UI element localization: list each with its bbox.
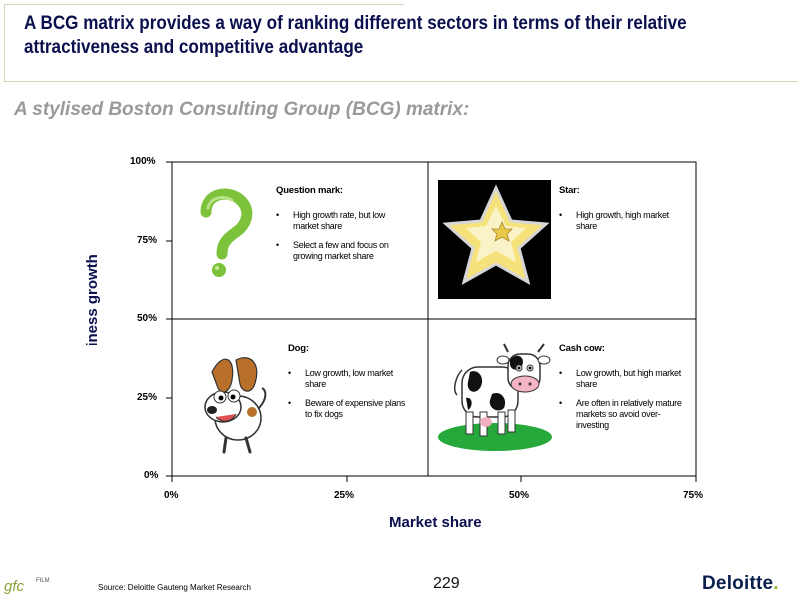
list-item: Low growth, low market share — [288, 368, 413, 390]
source-note: Source: Deloitte Gauteng Market Research — [98, 583, 251, 592]
x-tick-label: 25% — [334, 490, 355, 501]
star-heading: Star: — [559, 185, 580, 196]
deloitte-logo: Deloitte. — [702, 573, 779, 595]
question-mark-heading: Question mark: — [276, 185, 343, 196]
list-item: Low growth, but high market share — [559, 368, 684, 390]
dog-heading: Dog: — [288, 343, 309, 354]
cash-cow-heading: Cash cow: — [559, 343, 605, 354]
list-item: High growth, high market share — [559, 210, 689, 232]
star-bullets: High growth, high market share — [559, 210, 689, 240]
y-tick-label: 100% — [130, 156, 156, 167]
x-tick-label: 50% — [509, 490, 530, 501]
y-tick-label: 0% — [144, 470, 159, 481]
list-item: Are often in relatively mature markets s… — [559, 398, 684, 431]
x-axis-label: Market share — [389, 514, 482, 531]
y-tick-label: 75% — [137, 235, 158, 246]
cash-cow-bullets: Low growth, but high market share Are of… — [559, 368, 684, 439]
list-item: Select a few and focus on growing market… — [276, 240, 411, 262]
slide-title: A BCG matrix provides a way of ranking d… — [24, 13, 687, 58]
list-item: High growth rate, but low market share — [276, 210, 411, 232]
x-tick-label: 75% — [683, 490, 704, 501]
gfc-logo-film: FILM — [36, 578, 50, 584]
question-mark-bullets: High growth rate, but low market share S… — [276, 210, 411, 270]
brand-dot: . — [773, 573, 779, 594]
y-tick-label: 25% — [137, 392, 158, 403]
x-tick-label: 0% — [164, 490, 179, 501]
question-mark-illustration — [200, 188, 253, 277]
list-item: Beware of expensive plans to fix dogs — [288, 398, 413, 420]
dog-illustration — [204, 357, 267, 454]
dog-bullets: Low growth, low market share Beware of e… — [288, 368, 413, 428]
page-number: 229 — [433, 575, 460, 592]
cow-illustration — [438, 343, 552, 451]
title-frame — [4, 4, 798, 82]
brand-name: Deloitte — [702, 573, 774, 594]
gfc-logo: gfc — [4, 578, 25, 595]
y-tick-label: 50% — [137, 313, 158, 324]
star-illustration — [438, 180, 551, 299]
slide-subtitle: A stylised Boston Consulting Group (BCG)… — [14, 99, 470, 120]
title-top-rule — [4, 4, 404, 5]
